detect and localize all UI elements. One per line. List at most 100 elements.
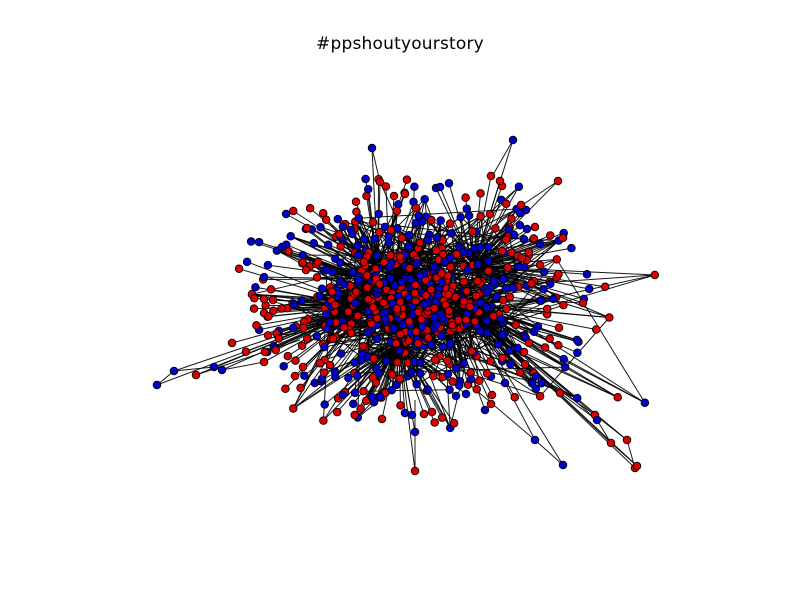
graph-node-blue bbox=[315, 292, 324, 301]
graph-node-red bbox=[473, 276, 482, 286]
graph-node-red bbox=[501, 199, 511, 208]
figure-title: #ppshoutyourstory bbox=[316, 34, 484, 54]
graph-node-blue bbox=[367, 143, 377, 153]
graph-node-blue bbox=[519, 235, 529, 244]
graph-node-red bbox=[387, 370, 397, 379]
graph-node-red bbox=[351, 197, 361, 207]
graph-node-red bbox=[381, 182, 391, 191]
graph-node-red bbox=[312, 273, 322, 282]
graph-node-red bbox=[389, 191, 399, 201]
graph-node-blue bbox=[410, 182, 419, 191]
graph-node-red bbox=[301, 265, 311, 275]
graph-node-red bbox=[392, 304, 402, 313]
graph-node-blue bbox=[513, 343, 522, 353]
graph-node-red bbox=[299, 323, 308, 333]
graph-node-blue bbox=[350, 358, 359, 367]
graph-edge bbox=[473, 199, 502, 267]
graph-node-red bbox=[540, 343, 550, 352]
graph-node-blue bbox=[567, 243, 576, 253]
graph-node-red bbox=[535, 260, 545, 270]
graph-node-red bbox=[327, 287, 337, 296]
graph-node-blue bbox=[386, 273, 395, 283]
graph-node-blue bbox=[539, 284, 548, 294]
graph-node-blue bbox=[504, 225, 514, 234]
graph-node-red bbox=[392, 206, 402, 216]
graph-edge bbox=[473, 265, 588, 275]
graph-node-blue bbox=[535, 239, 545, 249]
graph-node-blue bbox=[320, 342, 329, 352]
graph-node-blue bbox=[443, 369, 453, 379]
graph-node-red bbox=[472, 384, 481, 394]
graph-node-blue bbox=[505, 346, 514, 356]
graph-node-blue bbox=[522, 224, 532, 234]
graph-node-blue bbox=[344, 373, 353, 383]
graph-node-blue bbox=[429, 262, 439, 271]
graph-node-blue bbox=[372, 334, 382, 344]
graph-node-red bbox=[510, 393, 520, 402]
graph-node-red bbox=[405, 317, 414, 326]
graph-node-red bbox=[613, 393, 622, 402]
graph-node-blue bbox=[263, 260, 273, 270]
graph-node-red bbox=[507, 214, 516, 223]
graph-node-blue bbox=[246, 237, 256, 246]
graph-node-red bbox=[542, 304, 552, 314]
graph-node-blue bbox=[316, 222, 325, 232]
graph-node-blue bbox=[288, 323, 298, 332]
graph-node-red bbox=[554, 269, 563, 279]
graph-node-red bbox=[470, 317, 480, 326]
graph-node-red bbox=[415, 238, 425, 248]
graph-node-red bbox=[421, 291, 431, 300]
graph-node-red bbox=[284, 247, 293, 256]
graph-node-red bbox=[396, 401, 405, 410]
graph-node-blue bbox=[498, 330, 507, 340]
graph-edge bbox=[376, 304, 564, 369]
graph-edge bbox=[398, 341, 416, 472]
graph-node-red bbox=[482, 369, 492, 378]
graph-node-red bbox=[476, 212, 485, 221]
graph-node-blue bbox=[500, 378, 510, 388]
graph-node-blue bbox=[309, 238, 319, 248]
graph-node-blue bbox=[508, 135, 518, 145]
graph-node-blue bbox=[572, 393, 582, 403]
graph-node-blue bbox=[348, 267, 357, 277]
graph-node-blue bbox=[452, 363, 461, 373]
graph-node-red bbox=[471, 291, 481, 301]
graph-node-blue bbox=[509, 283, 518, 292]
graph-node-red bbox=[377, 414, 387, 424]
graph-node-blue bbox=[361, 174, 370, 184]
graph-node-blue bbox=[437, 331, 446, 340]
graph-node-blue bbox=[515, 208, 525, 218]
graph-node-blue bbox=[209, 362, 219, 372]
graph-node-blue bbox=[277, 242, 287, 252]
graph-node-blue bbox=[363, 184, 373, 194]
graph-node-red bbox=[417, 315, 426, 324]
graph-node-red bbox=[411, 280, 420, 290]
graph-node-red bbox=[437, 413, 447, 422]
graph-node-blue bbox=[407, 368, 416, 377]
graph-node-red bbox=[554, 340, 563, 350]
graph-node-red bbox=[424, 333, 433, 342]
graph-edge bbox=[486, 288, 545, 333]
graph-node-red bbox=[371, 378, 381, 388]
graph-node-red bbox=[362, 271, 372, 280]
graph-node-blue bbox=[584, 284, 594, 294]
graph-node-blue bbox=[363, 328, 372, 337]
graph-node-red bbox=[264, 312, 273, 321]
graph-node-blue bbox=[509, 230, 519, 240]
graph-node-blue bbox=[436, 216, 445, 225]
graph-node-red bbox=[375, 177, 385, 187]
graph-node-red bbox=[332, 407, 342, 417]
graph-node-red bbox=[386, 251, 395, 260]
graph-node-red bbox=[487, 390, 497, 400]
graph-node-blue bbox=[310, 378, 320, 388]
graph-node-red bbox=[356, 404, 365, 413]
graph-node-red bbox=[283, 351, 293, 361]
graph-node-blue bbox=[321, 310, 331, 319]
graph-node-blue bbox=[286, 232, 295, 241]
graph-node-blue bbox=[412, 258, 421, 268]
graph-node-red bbox=[429, 371, 438, 381]
graph-node-red bbox=[395, 330, 405, 339]
graph-node-blue bbox=[482, 316, 491, 326]
graph-node-blue bbox=[336, 349, 346, 358]
